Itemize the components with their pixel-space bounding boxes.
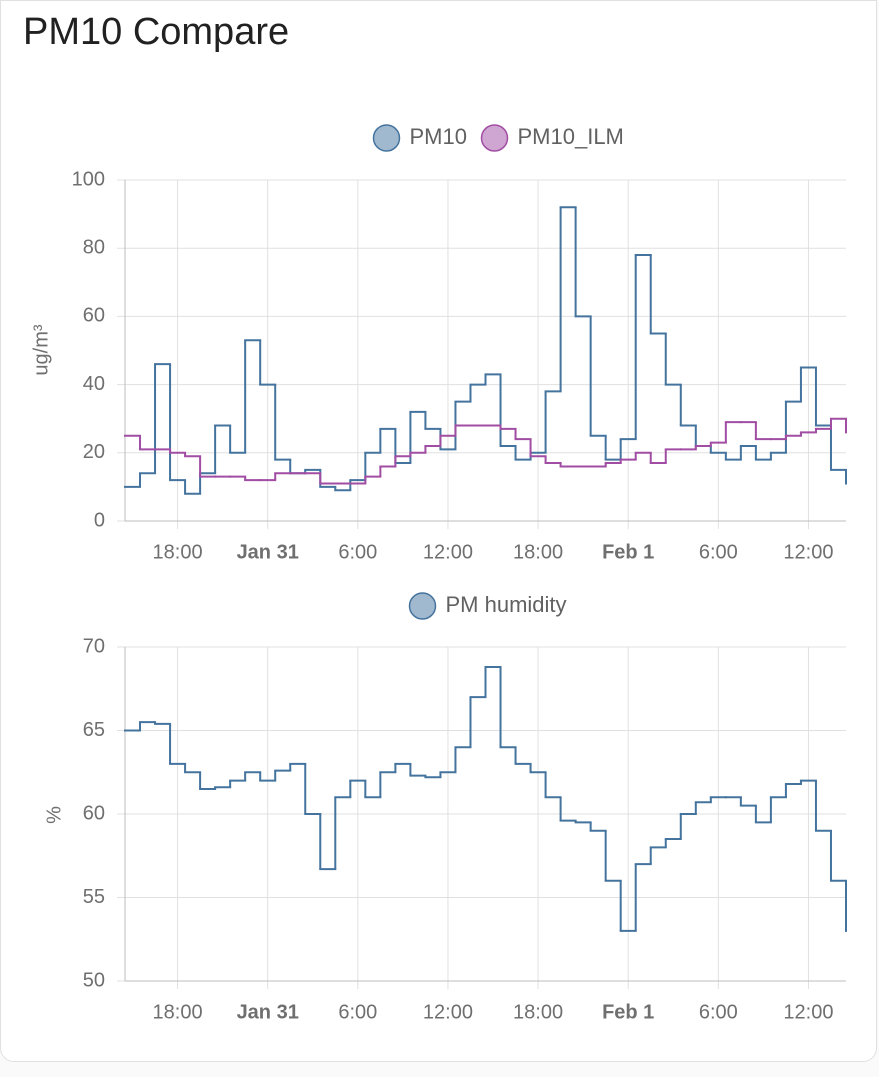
y-tick-label: 65: [83, 719, 105, 741]
x-tick-label: 12:00: [783, 541, 833, 563]
x-tick-label: 6:00: [699, 541, 738, 563]
y-tick-label: 0: [94, 509, 105, 531]
legend-label[interactable]: PM10: [410, 124, 467, 149]
x-tick-label: 18:00: [153, 1001, 203, 1023]
x-tick-label: 18:00: [513, 1001, 563, 1023]
x-tick-label: 12:00: [423, 541, 473, 563]
x-tick-label: 6:00: [338, 541, 377, 563]
y-tick-label: 60: [83, 305, 105, 327]
x-tick-label: Jan 31: [237, 1001, 299, 1023]
y-tick-label: 20: [83, 441, 105, 463]
y-tick-label: 100: [72, 168, 105, 190]
x-tick-label: 12:00: [783, 1001, 833, 1023]
legend-label[interactable]: PM humidity: [446, 592, 567, 617]
legend-swatch[interactable]: [408, 592, 437, 620]
x-tick-label: 12:00: [423, 1001, 473, 1023]
x-tick-label: Feb 1: [602, 541, 654, 563]
step-riser: [139, 667, 847, 931]
y-tick-label: 60: [83, 802, 105, 824]
card-title: PM10 Compare: [23, 11, 290, 53]
y-tick-label: 55: [83, 886, 105, 908]
y-axis-label: %: [43, 806, 65, 824]
x-tick-label: 18:00: [513, 541, 563, 563]
x-tick-label: 18:00: [153, 541, 203, 563]
y-tick-label: 50: [83, 969, 105, 991]
x-tick-label: Feb 1: [602, 1001, 654, 1023]
legend-swatch[interactable]: [480, 124, 509, 152]
legend-label[interactable]: PM10_ILM: [518, 124, 624, 149]
y-tick-label: 80: [83, 236, 105, 258]
step-riser: [139, 207, 847, 494]
x-tick-label: 6:00: [699, 1001, 738, 1023]
x-tick-label: Jan 31: [237, 541, 299, 563]
y-tick-label: 70: [83, 635, 105, 657]
x-tick-label: 6:00: [338, 1001, 377, 1023]
y-tick-label: 40: [83, 373, 105, 395]
y-axis-label: ug/m³: [30, 324, 52, 375]
legend-swatch[interactable]: [372, 124, 401, 152]
